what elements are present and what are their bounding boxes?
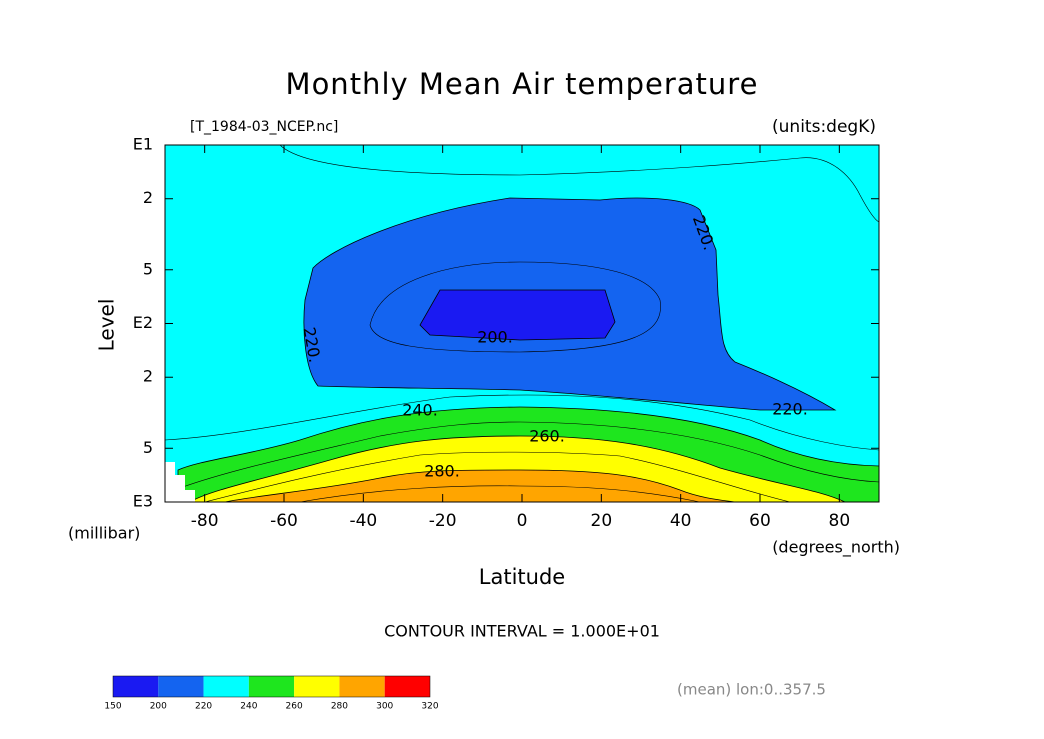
contour-lines: [164, 144, 880, 503]
contour-interval: CONTOUR INTERVAL = 1.000E+01: [384, 622, 660, 641]
x-axis-units: (degrees_north): [772, 538, 900, 558]
contour-label: 260.: [529, 427, 565, 446]
contour-label: 220.: [772, 400, 808, 419]
x-tick-label: 20: [591, 511, 613, 531]
y-tick-label: E3: [133, 492, 153, 511]
plot-area: [164, 144, 880, 503]
colorbar-label: 220: [195, 702, 212, 712]
colorbar-swatch: [384, 676, 430, 697]
colorbar-label: 320: [421, 702, 438, 712]
colorbar-label: 150: [104, 702, 121, 712]
missing-data: [165, 462, 175, 475]
contour-label: 200.: [477, 328, 513, 347]
x-tick-label: -80: [191, 511, 219, 531]
missing-data: [165, 475, 185, 490]
colorbar: 150 200 220 240 260 280 300 320: [104, 675, 439, 712]
colorbar-label: 280: [331, 702, 348, 712]
y-tick-label: E1: [133, 135, 153, 154]
colorbar-label: 260: [286, 702, 303, 712]
y-tick-label: 2: [143, 367, 153, 386]
x-tick-label: 0: [517, 511, 528, 531]
y-axis-units: (millibar): [68, 524, 140, 543]
colorbar-swatch: [294, 676, 340, 697]
y-tick-label: E2: [133, 313, 153, 332]
colorbar-swatch: [248, 676, 295, 697]
contour-fill: [419, 289, 616, 341]
colorbar-label: 200: [150, 702, 167, 712]
colorbar-swatch: [339, 676, 385, 697]
colorbar-label: 300: [376, 702, 393, 712]
colorbar-swatch: [113, 676, 159, 697]
colorbar-swatch: [158, 676, 204, 697]
footnote: (mean) lon:0..357.5: [677, 681, 826, 699]
colorbar-swatch: [203, 676, 249, 697]
contour-label: 280.: [424, 462, 460, 481]
subtitle: [T_1984-03_NCEP.nc]: [190, 119, 338, 135]
x-tick-label: -40: [349, 511, 377, 531]
x-tick-label: 60: [749, 511, 771, 531]
x-axis-label: Latitude: [479, 565, 565, 589]
y-axis-label: Level: [95, 299, 119, 352]
colorbar-frame: [112, 675, 431, 698]
x-tick-label: 40: [670, 511, 692, 531]
y-tick-label: 5: [143, 259, 153, 278]
chart-title: Monthly Mean Air temperature: [286, 67, 759, 101]
units: (units:degK): [772, 117, 876, 137]
x-tick-label: -20: [429, 511, 457, 531]
missing-data: [165, 490, 195, 502]
y-tick-label: 2: [143, 188, 153, 207]
x-tick-label: 80: [829, 511, 851, 531]
x-tick-label: -60: [270, 511, 298, 531]
colorbar-label: 240: [240, 702, 257, 712]
y-tick-label: 5: [143, 438, 153, 457]
contour-label: 240.: [402, 401, 438, 420]
